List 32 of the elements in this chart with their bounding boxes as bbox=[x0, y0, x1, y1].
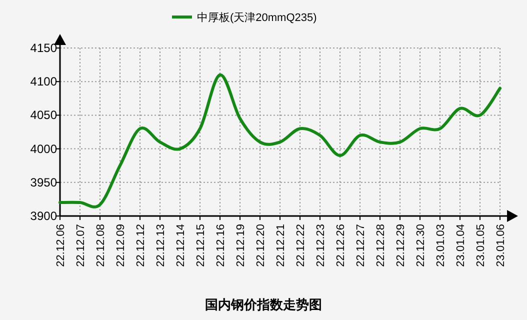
x-tick-label: 22.12.15 bbox=[195, 224, 207, 267]
x-tick-label: 22.12.06 bbox=[55, 224, 67, 267]
x-tick-label: 22.12.28 bbox=[375, 224, 387, 267]
x-tick-label: 22.12.12 bbox=[135, 224, 147, 267]
x-tick-label: 22.12.20 bbox=[255, 224, 267, 267]
x-tick-label: 22.12.29 bbox=[395, 224, 407, 267]
x-tick-label: 22.12.19 bbox=[235, 224, 247, 267]
x-tick-label: 23.01.06 bbox=[495, 224, 507, 267]
x-tick-label: 22.12.08 bbox=[95, 224, 107, 267]
y-tick-label: 4100 bbox=[30, 74, 58, 89]
text: 国内钢价指数走势图 bbox=[205, 297, 322, 312]
y-tick-label: 4150 bbox=[30, 41, 58, 55]
x-tick-label: 23.01.05 bbox=[475, 224, 487, 267]
y-tick-label: 3950 bbox=[30, 175, 58, 190]
x-tick-label: 22.12.21 bbox=[275, 224, 287, 267]
x-tick-label: 23.01.03 bbox=[435, 224, 447, 267]
y-tick-label: 3900 bbox=[30, 209, 58, 223]
x-tick-label: 22.12.14 bbox=[175, 224, 187, 267]
x-tick-label: 22.12.30 bbox=[415, 224, 427, 267]
x-tick-label: 22.12.16 bbox=[215, 224, 227, 267]
x-tick-label: 23.01.04 bbox=[455, 224, 467, 267]
x-tick-label: 22.12.22 bbox=[295, 224, 307, 267]
y-tick-label: 4050 bbox=[30, 108, 58, 122]
x-tick-label: 22.12.27 bbox=[355, 224, 367, 267]
x-tick-label: 22.12.23 bbox=[315, 224, 327, 267]
x-tick-label: 22.12.26 bbox=[335, 224, 347, 267]
y-tick-label: 4000 bbox=[30, 142, 58, 156]
x-tick-label: 22.12.13 bbox=[155, 224, 167, 267]
x-tick-label: 22.12.09 bbox=[115, 224, 127, 267]
x-tick-label: 22.12.07 bbox=[75, 224, 87, 267]
legend-label: 中厚板(天津20mmQ235) bbox=[197, 11, 317, 24]
legend: 中厚板(天津20mmQ235) bbox=[172, 12, 317, 24]
